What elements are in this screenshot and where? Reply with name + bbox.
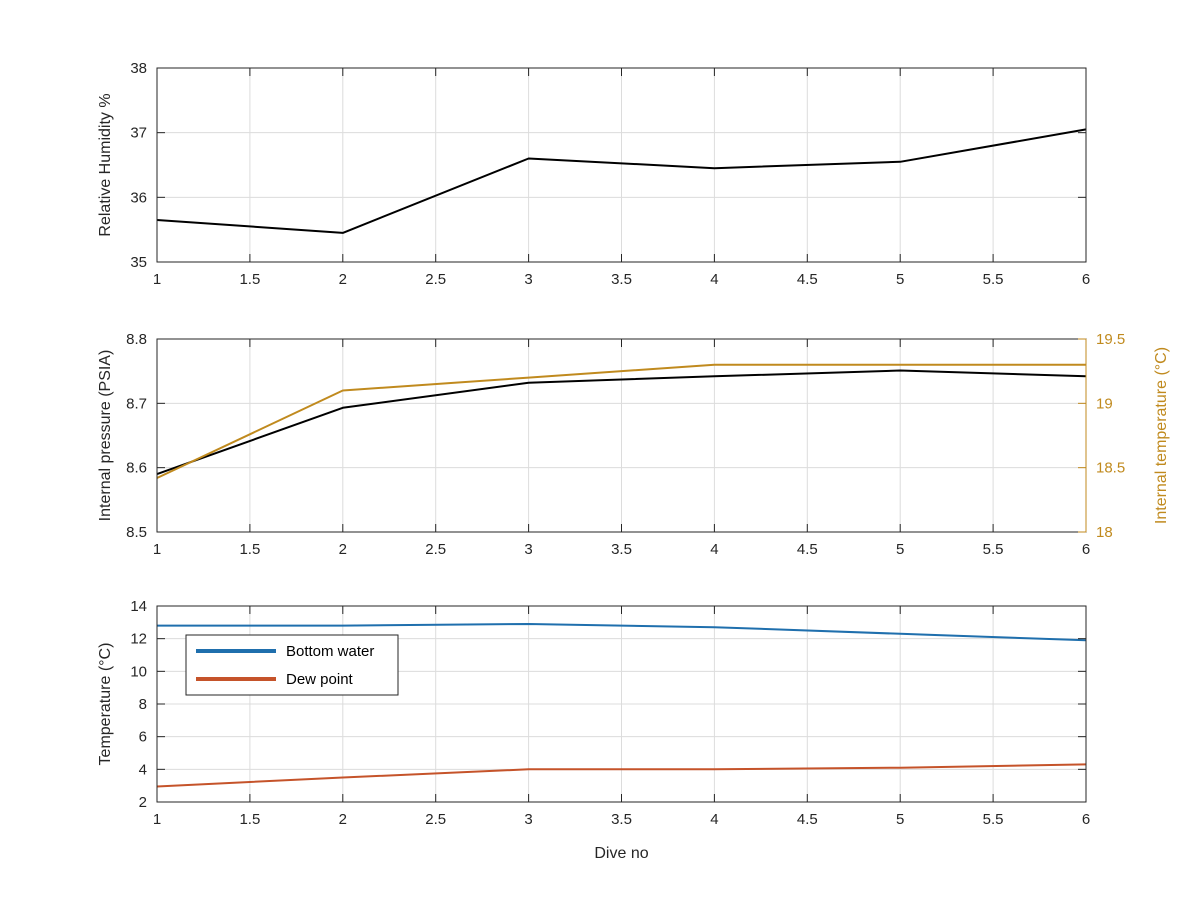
panel-2-y-tick-label: 8.7 (126, 395, 147, 412)
panel-1-x-tick-label: 5 (896, 271, 904, 288)
panel-3-y-tick-label: 4 (139, 761, 147, 778)
panel-3-x-axis-label: Dive no (594, 845, 648, 862)
panel-1-x-tick-label: 3.5 (611, 271, 632, 288)
panel-2-x-tick-label: 4.5 (797, 541, 818, 558)
panel-2-y-tick-label: 8.8 (126, 331, 147, 348)
panel-1-x-tick-label: 2.5 (425, 271, 446, 288)
panel-2-y2-axis-label: Internal temperature (°C) (1153, 347, 1170, 524)
panel-3-x-tick-label: 2.5 (425, 811, 446, 828)
panel-2-y-tick-label: 8.6 (126, 460, 147, 477)
panel-2-y2-tick-label: 19.5 (1096, 331, 1125, 348)
panel-3-y-tick-label: 8 (139, 696, 147, 713)
panel-1-y-tick-label: 37 (130, 125, 147, 142)
panel-2-x-tick-label: 5 (896, 541, 904, 558)
panel-3-x-tick-label: 3 (524, 811, 532, 828)
panel-3-legend-box (185, 634, 399, 696)
panel-1-x-tick-label: 6 (1082, 271, 1090, 288)
panel-2-series-line-1 (156, 369, 1087, 476)
panel-2-x-tick-label: 3.5 (611, 541, 632, 558)
panel-3-x-tick-label: 5.5 (983, 811, 1004, 828)
panel-3-legend-label-2: Dew point (286, 671, 354, 688)
panel-3-x-tick-label: 3.5 (611, 811, 632, 828)
panel-3-x-tick-label: 5 (896, 811, 904, 828)
panel-1-y-axis-label: Relative Humidity % (97, 93, 114, 236)
panel-2-y2-tick-label: 18 (1096, 524, 1113, 541)
panel-1-x-tick-label: 1.5 (239, 271, 260, 288)
panel-2-series-line-2 (156, 363, 1086, 479)
panel-2-x-tick-label: 3 (524, 541, 532, 558)
panel-2-x-tick-label: 6 (1082, 541, 1090, 558)
panel-2-x-tick-label: 2 (339, 541, 347, 558)
panel-3-x-tick-label: 1.5 (239, 811, 260, 828)
panel-1-y-tick-label: 36 (130, 189, 147, 206)
panel-3-y-tick-label: 6 (139, 729, 147, 746)
panel-2-y2-tick-label: 19 (1096, 395, 1113, 412)
panel-3-series-line-1 (157, 623, 1087, 642)
panel-2-x-tick-label: 5.5 (983, 541, 1004, 558)
panel-2-x-tick-label: 4 (710, 541, 718, 558)
panel-1-x-tick-label: 2 (339, 271, 347, 288)
panel-1-y-tick-label: 35 (130, 254, 147, 271)
panel-3-x-tick-label: 6 (1082, 811, 1090, 828)
panel-1-x-tick-label: 1 (153, 271, 161, 288)
panel-1-x-tick-label: 5.5 (983, 271, 1004, 288)
panel-3-y-tick-label: 14 (130, 598, 147, 615)
panel-2-x-tick-label: 1 (153, 541, 161, 558)
panel-2-x-tick-label: 1.5 (239, 541, 260, 558)
panel-3-y-tick-label: 12 (130, 631, 147, 648)
panel-1-y-tick-label: 38 (130, 60, 147, 77)
panel-2-y2-tick-label: 18.5 (1096, 460, 1125, 477)
panel-1-series-line-1 (156, 128, 1087, 234)
panel-3-y-tick-label: 10 (130, 663, 147, 680)
panel-3-x-tick-label: 2 (339, 811, 347, 828)
panel-3-series-line-2 (156, 763, 1087, 788)
panel-3: 1 1.5 2 2.5 3 3.5 4 4.5 5 5.5 6 2 4 6 8 10 12 14 Temperatu… (97, 598, 1090, 862)
panel-3-x-tick-label: 4 (710, 811, 718, 828)
panel-1-x-tick-label: 4.5 (797, 271, 818, 288)
panel-2-y-axis-label: Internal pressure (PSIA) (97, 350, 114, 522)
panel-1-x-tick-label: 3 (524, 271, 532, 288)
panel-3-y-axis-label: Temperature (°C) (97, 643, 114, 766)
panel-2-y-tick-label: 8.5 (126, 524, 147, 541)
panel-3-x-tick-label: 1 (153, 811, 161, 828)
panel-2-x-tick-label: 2.5 (425, 541, 446, 558)
panel-3-y-tick-label: 2 (139, 794, 147, 811)
panel-3-x-tick-label: 4.5 (797, 811, 818, 828)
panel-2: 1 1.5 2 2.5 3 3.5 4 4.5 5 5.5 6 8.5 8.6 8.7 8.8 18 18.5 1… (97, 331, 1170, 558)
panel-3-legend-label-1: Bottom water (286, 643, 374, 660)
panel-1: 1 1.5 2 2.5 3 3.5 4 4.5 5 5.5 6 35 36 37 38 Relative Hu… (97, 60, 1090, 288)
panel-1-x-tick-label: 4 (710, 271, 718, 288)
